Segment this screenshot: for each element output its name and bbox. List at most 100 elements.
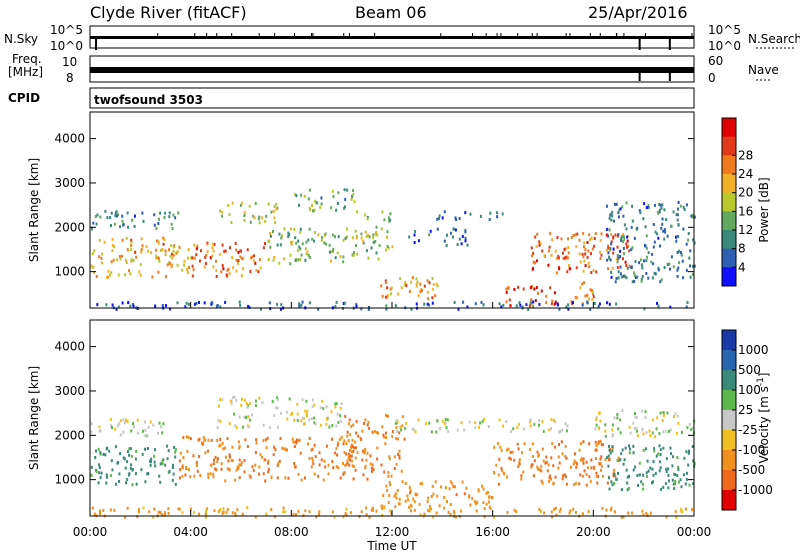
- scatter-cell: [159, 511, 162, 514]
- scatter-cell: [265, 512, 268, 516]
- scatter-cell: [118, 422, 121, 426]
- scatter-cell: [172, 472, 175, 476]
- scatter-cell: [658, 203, 661, 206]
- scatter-cell: [342, 260, 345, 264]
- nsky-spike: [638, 36, 641, 50]
- freq-spike: [668, 67, 671, 81]
- scatter-cell: [110, 211, 113, 215]
- scatter-cell: [370, 508, 373, 512]
- scatter-cell: [346, 235, 349, 239]
- scatter-cell: [369, 454, 372, 458]
- scatter-cell: [121, 219, 124, 223]
- scatter-cell: [262, 246, 265, 250]
- colorbar-tick-label: 24: [738, 167, 753, 181]
- scatter-cell: [503, 472, 506, 476]
- scatter-cell: [322, 407, 325, 411]
- scatter-cell: [354, 468, 357, 472]
- scatter-cell: [587, 297, 590, 301]
- scatter-cell: [626, 488, 629, 492]
- scatter-cell: [657, 266, 660, 270]
- scatter-cell: [295, 241, 298, 245]
- scatter-cell: [606, 204, 608, 208]
- scatter-cell: [111, 468, 114, 472]
- scatter-cell: [202, 441, 205, 445]
- scatter-cell: [493, 471, 496, 475]
- freq-strip: Freq. [MHz] 10 8 60 0 Nave: [8, 52, 779, 85]
- scatter-cell: [538, 419, 541, 422]
- scatter-cell: [550, 510, 553, 514]
- scatter-cell: [344, 464, 347, 467]
- scatter-cell: [446, 418, 449, 422]
- scatter-cell: [499, 445, 502, 449]
- scatter-cell: [113, 222, 116, 226]
- scatter-cell: [338, 437, 341, 441]
- scatter-cell: [554, 420, 557, 424]
- scatter-cell: [245, 401, 248, 405]
- scatter-cell: [507, 285, 510, 289]
- scatter-cell: [270, 475, 273, 479]
- scatter-cell: [105, 473, 108, 477]
- scatter-cell: [565, 255, 568, 259]
- scatter-cell: [675, 432, 678, 435]
- scatter-cell: [347, 422, 350, 426]
- scatter-cell: [642, 217, 645, 221]
- scatter-cell: [211, 254, 214, 258]
- scatter-cell: [673, 487, 676, 491]
- colorbar-segment: [722, 450, 736, 471]
- scatter-cell: [643, 307, 646, 311]
- scatter-cell: [457, 307, 460, 311]
- scatter-cell: [311, 447, 314, 451]
- scatter-cell: [361, 429, 364, 433]
- scatter-cell: [225, 511, 228, 515]
- scatter-cell: [570, 300, 573, 304]
- scatter-cell: [688, 256, 691, 260]
- scatter-cell: [303, 422, 305, 426]
- scatter-cell: [246, 248, 249, 252]
- scatter-cell: [235, 248, 238, 252]
- scatter-cell: [183, 263, 186, 267]
- scatter-cell: [551, 238, 554, 242]
- scatter-cell: [617, 211, 620, 215]
- scatter-cell: [349, 511, 352, 515]
- scatter-cell: [607, 246, 610, 250]
- nsky-noise: [691, 33, 693, 36]
- x-axis-label: Time UT: [366, 539, 417, 553]
- scatter-cell: [243, 210, 246, 214]
- scatter-cell: [613, 473, 616, 476]
- scatter-cell: [289, 262, 292, 266]
- scatter-cell: [375, 251, 378, 255]
- nsky-left-tick-bottom: 10^0: [50, 39, 83, 53]
- scatter-cell: [308, 510, 311, 514]
- scatter-cell: [286, 417, 289, 421]
- scatter-cell: [334, 402, 337, 406]
- scatter-cell: [609, 451, 612, 455]
- scatter-cell: [548, 479, 550, 483]
- scatter-cell: [657, 236, 660, 240]
- scatter-cell: [339, 414, 342, 418]
- scatter-cell: [659, 448, 662, 452]
- scatter-cell: [110, 260, 113, 264]
- scatter-cell: [421, 482, 424, 486]
- nsky-noise: [485, 33, 487, 36]
- scatter-cell: [608, 476, 610, 480]
- scatter-cell: [123, 457, 126, 461]
- scatter-cell: [431, 277, 434, 280]
- scatter-cell: [267, 468, 270, 471]
- scatter-cell: [270, 210, 273, 214]
- scatter-cell: [652, 418, 654, 422]
- scatter-cell: [496, 442, 499, 446]
- scatter-cell: [278, 232, 281, 236]
- scatter-cell: [555, 513, 558, 517]
- scatter-cell: [647, 203, 650, 207]
- scatter-cell: [419, 513, 422, 517]
- scatter-cell: [549, 286, 552, 290]
- scatter-cell: [408, 290, 411, 294]
- scatter-cell: [165, 275, 167, 279]
- scatter-cell: [365, 249, 368, 253]
- scatter-cell: [645, 206, 648, 210]
- scatter-cell: [569, 509, 572, 513]
- cpid-box: [89, 87, 695, 109]
- scatter-cell: [205, 507, 208, 511]
- scatter-cell: [388, 494, 391, 498]
- scatter-cell: [385, 307, 388, 311]
